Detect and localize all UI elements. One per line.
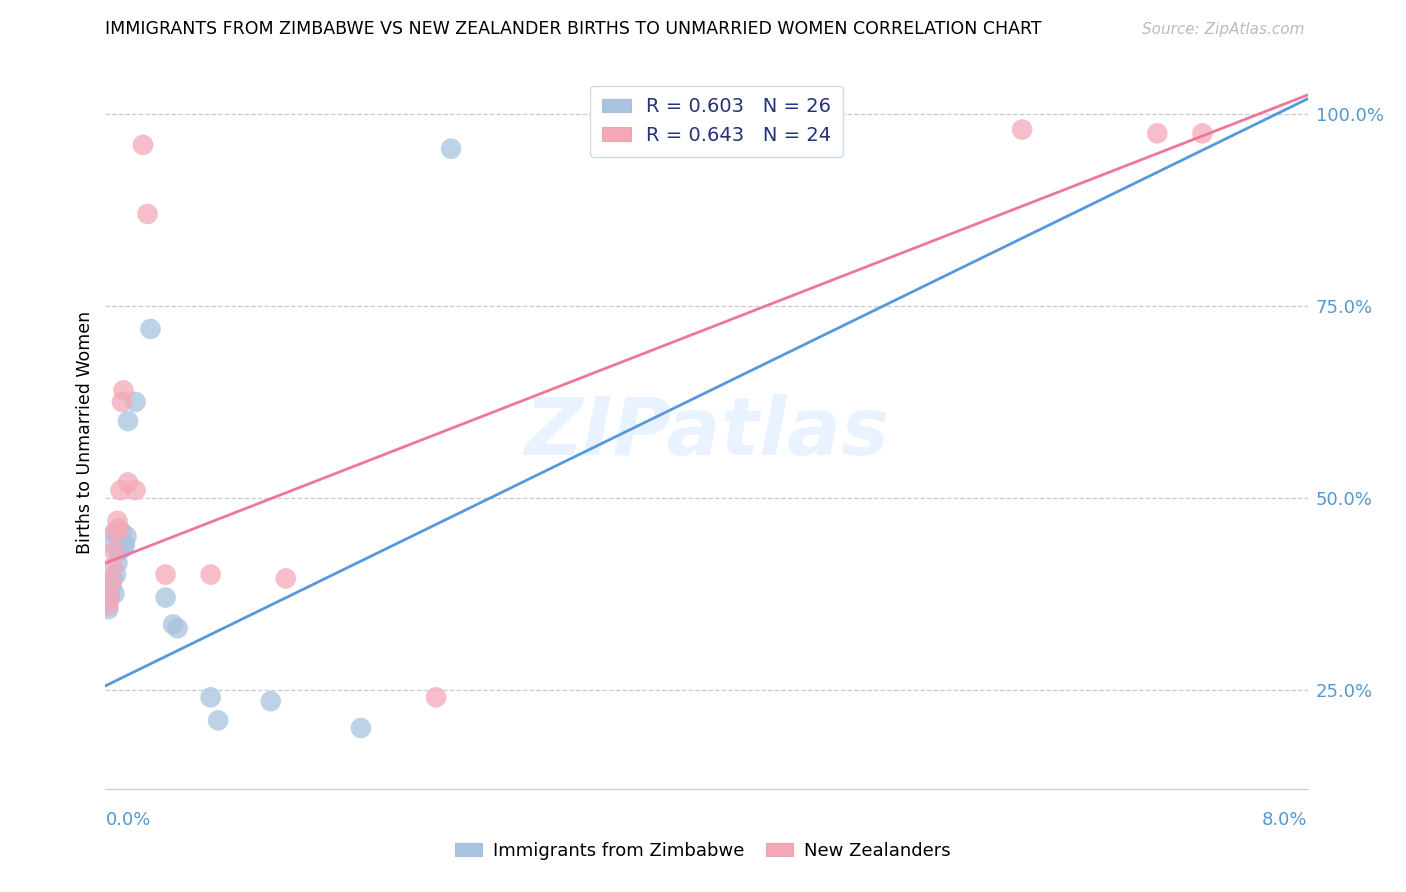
Point <box>166 621 188 635</box>
Legend: R = 0.603   N = 26, R = 0.643   N = 24: R = 0.603 N = 26, R = 0.643 N = 24 <box>591 86 844 157</box>
Point <box>350 721 373 735</box>
Point <box>1146 127 1168 141</box>
Text: IMMIGRANTS FROM ZIMBABWE VS NEW ZEALANDER BIRTHS TO UNMARRIED WOMEN CORRELATION : IMMIGRANTS FROM ZIMBABWE VS NEW ZEALANDE… <box>105 20 1042 37</box>
Point <box>200 690 222 705</box>
Point <box>111 525 134 540</box>
Text: 8.0%: 8.0% <box>1263 811 1308 829</box>
Point <box>155 567 177 582</box>
Point <box>103 544 125 558</box>
Point <box>425 690 447 705</box>
Point <box>110 483 132 498</box>
Point <box>155 591 177 605</box>
Point <box>162 617 184 632</box>
Point <box>117 414 139 428</box>
Point <box>108 522 131 536</box>
Point <box>103 587 125 601</box>
Point <box>98 591 121 605</box>
Point <box>440 142 463 156</box>
Point <box>97 602 120 616</box>
Point <box>136 207 159 221</box>
Point <box>101 537 124 551</box>
Point <box>114 537 136 551</box>
Point <box>103 525 125 540</box>
Point <box>100 579 122 593</box>
Point <box>1191 127 1213 141</box>
Point <box>132 137 155 152</box>
Point <box>110 533 132 547</box>
Point <box>107 514 129 528</box>
Point <box>274 571 297 585</box>
Text: 0.0%: 0.0% <box>105 811 150 829</box>
Point <box>101 560 124 574</box>
Point <box>260 694 283 708</box>
Point <box>741 127 763 141</box>
Point <box>104 525 127 540</box>
Point <box>139 322 162 336</box>
Point <box>124 483 146 498</box>
Point <box>101 571 124 585</box>
Text: ZIPatlas: ZIPatlas <box>524 393 889 472</box>
Point <box>100 575 122 590</box>
Y-axis label: Births to Unmarried Women: Births to Unmarried Women <box>76 311 94 554</box>
Point <box>200 567 222 582</box>
Point <box>112 384 135 398</box>
Point <box>108 544 131 558</box>
Point <box>111 395 134 409</box>
Point <box>117 475 139 490</box>
Point <box>98 587 121 601</box>
Point <box>207 714 229 728</box>
Text: Source: ZipAtlas.com: Source: ZipAtlas.com <box>1142 22 1305 37</box>
Point <box>1011 122 1033 136</box>
Legend: Immigrants from Zimbabwe, New Zealanders: Immigrants from Zimbabwe, New Zealanders <box>449 835 957 867</box>
Point <box>104 567 127 582</box>
Point <box>97 599 120 613</box>
Point <box>112 541 135 555</box>
Point <box>124 395 146 409</box>
Point <box>115 529 138 543</box>
Point <box>107 556 129 570</box>
